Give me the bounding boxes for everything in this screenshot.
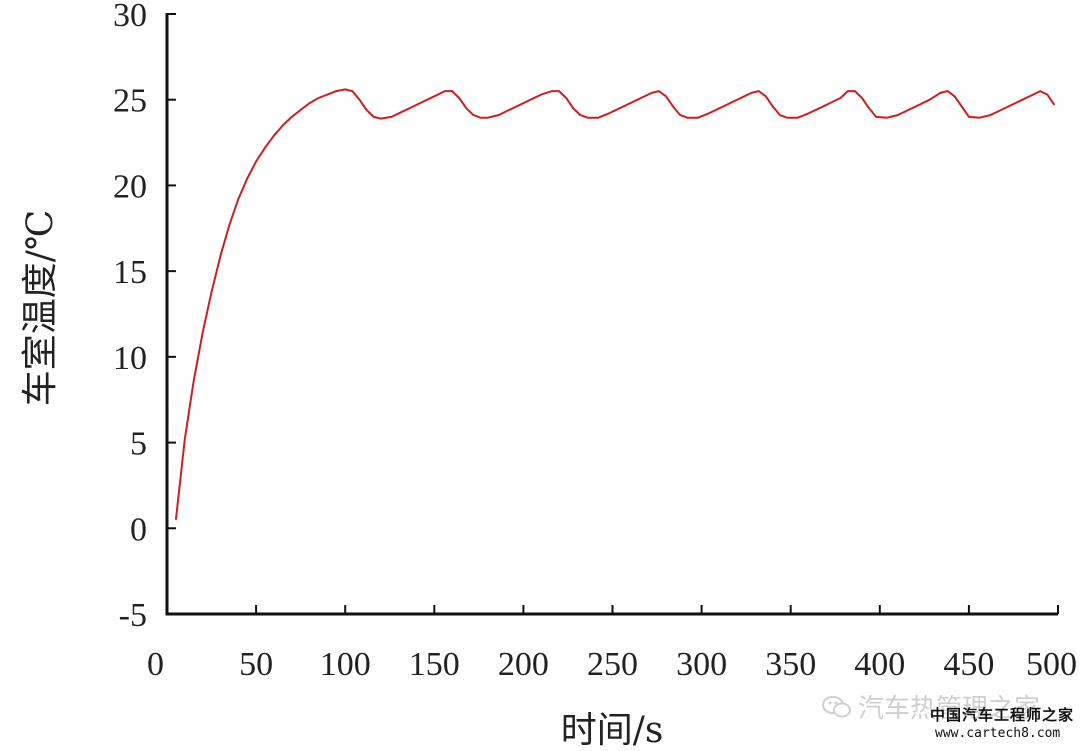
x-tick-label: 250 [587,646,638,683]
x-tick-label: 100 [320,646,371,683]
x-tick-label: 350 [765,646,816,683]
y-tick-label: 20 [113,168,147,205]
x-tick-label: 450 [943,646,994,683]
x-tick-label: 400 [854,646,905,683]
watermark-main-text: 汽车热管理之家 [858,694,1041,724]
wechat-icon [822,695,852,719]
y-tick-label: 15 [113,254,147,291]
watermark-sub-text: 中国汽车工程师之家 [930,706,1075,724]
x-tick-label: 200 [498,646,549,683]
x-tick-label: 500 [1026,646,1077,683]
x-tick-label: 300 [676,646,727,683]
x-ticks [166,605,1059,614]
y-ticks [167,13,176,615]
y-tick-label: 0 [130,511,147,548]
y-tick-label: 25 [113,83,147,120]
y-tick-labels: -5 0 5 10 15 20 25 30 [113,0,147,634]
y-tick-label: 5 [130,426,147,463]
y-tick-label: 10 [113,340,147,377]
y-axis-title: 车室温度/℃ [20,210,61,406]
y-tick-label: 30 [113,0,147,34]
x-axis-title: 时间/s [561,710,664,751]
watermark-main: 汽车热管理之家 [822,688,1040,725]
series-line [174,88,1056,520]
x-tick-label: 50 [239,646,273,683]
y-tick-label: -5 [119,597,147,634]
x-tick-label: 0 [147,646,164,683]
x-tick-labels: 0 50 100 150 200 250 300 350 400 450 500 [147,646,1077,683]
watermark-url: www.cartech8.com [935,726,1061,741]
x-tick-label: 150 [409,646,460,683]
